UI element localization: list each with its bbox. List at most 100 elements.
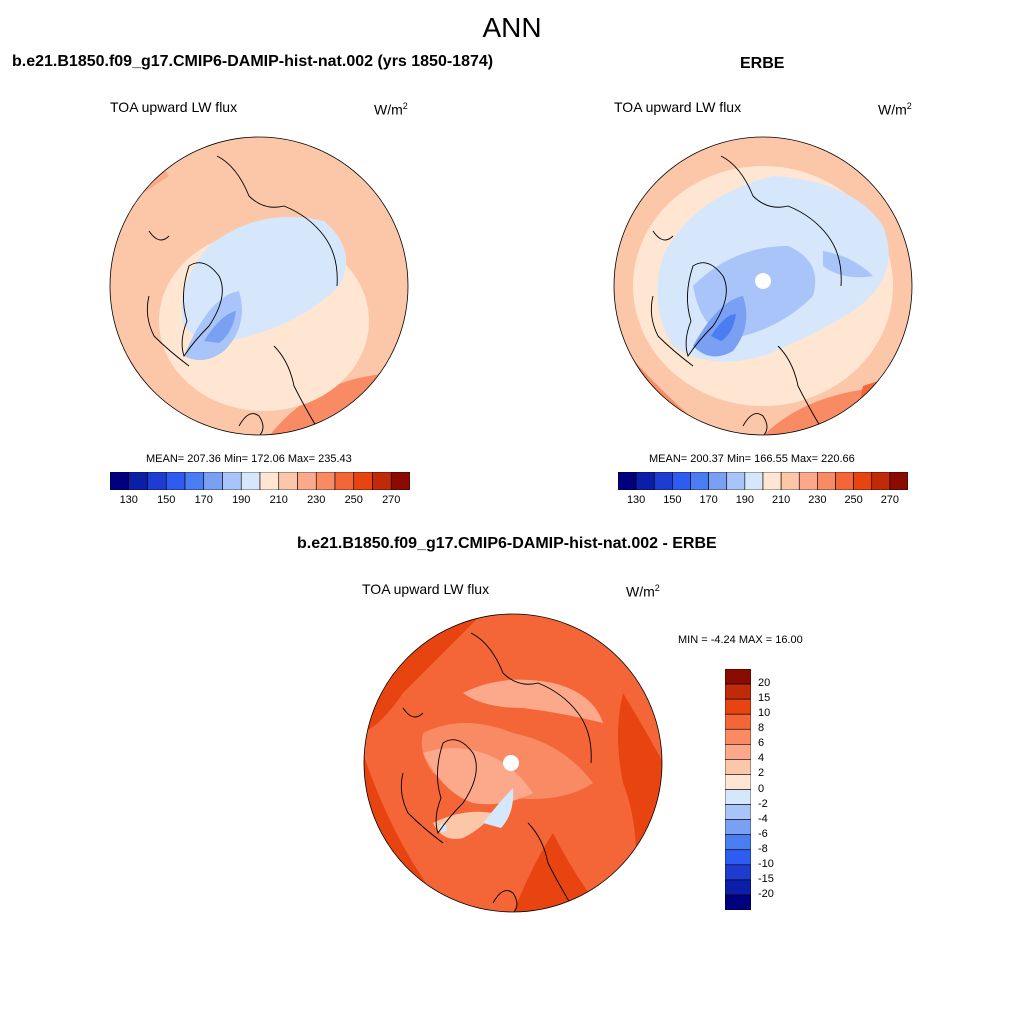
diff-colorbar-swatch [725, 744, 751, 760]
model-colorbar [110, 472, 410, 490]
obs-units: W/m2 [878, 101, 912, 118]
diff-colorbar-swatch [725, 683, 751, 700]
obs-colorbar-swatch [889, 472, 908, 490]
model-colorbar-swatch [203, 472, 223, 490]
diff-colorbar-swatch [725, 669, 751, 685]
diff-colorbar-swatch [725, 759, 751, 775]
diff-colorbar-tick-label: 8 [758, 722, 765, 735]
obs-colorbar-swatch [817, 472, 836, 490]
obs-colorbar-swatch [635, 472, 655, 490]
model-field-label: TOA upward LW flux [110, 99, 238, 115]
model-colorbar-swatch [315, 472, 336, 490]
obs-colorbar-swatch [853, 472, 873, 490]
obs-pole-hole [755, 273, 771, 289]
obs-colorbar-tick-label: 230 [808, 494, 827, 506]
obs-colorbar-swatch [672, 472, 691, 490]
obs-colorbar-swatch [618, 472, 637, 490]
diff-colorbar-swatch [725, 713, 751, 730]
diff-field-label: TOA upward LW flux [362, 581, 490, 597]
diff-colorbar-tick-label: 4 [758, 752, 765, 765]
model-colorbar-swatch [240, 472, 261, 490]
model-colorbar-swatch [334, 472, 355, 490]
obs-colorbar-swatch [762, 472, 782, 490]
obs-colorbar-swatch [744, 472, 764, 490]
model-colorbar-swatch [372, 472, 392, 490]
diff-colorbar-swatch [725, 774, 751, 790]
obs-colorbar-tick-label: 130 [626, 494, 646, 506]
obs-colorbar-tick-label: 150 [663, 494, 682, 506]
model-colorbar-swatch [128, 472, 148, 490]
diff-colorbar-tick-label: -10 [758, 857, 774, 870]
model-colorbar-tick-label: 210 [269, 494, 288, 506]
obs-colorbar-swatch [690, 472, 709, 490]
diff-colorbar-swatch [725, 804, 751, 820]
obs-stats: MEAN= 200.37 Min= 166.55 Max= 220.66 [649, 453, 855, 465]
diff-colorbar-tick-label: -4 [758, 812, 768, 825]
diff-colorbar-tick-label: 0 [758, 782, 765, 795]
diff-colorbar-tick-label: 6 [758, 737, 765, 750]
diff-colorbar-swatch [725, 728, 751, 745]
diff-colorbar-tick-label: 15 [758, 692, 771, 705]
model-colorbar-tick-label: 270 [382, 494, 401, 506]
obs-field-label: TOA upward LW flux [614, 99, 742, 115]
diff-colorbar-tick-label: 2 [758, 767, 765, 780]
model-colorbar-swatch [165, 472, 186, 490]
obs-colorbar-tick-label: 250 [844, 494, 863, 506]
diff-colorbar-swatch [725, 819, 751, 835]
diff-colorbar-swatch [725, 849, 751, 866]
diff-colorbar-tick-label: -6 [758, 827, 768, 840]
model-colorbar-ticks: 130 150 170 190 210 230 250 270 [110, 494, 410, 508]
model-colorbar-swatch [147, 472, 167, 490]
model-colorbar-tick-label: 150 [157, 494, 176, 506]
model-colorbar-swatch [184, 472, 205, 490]
model-colorbar-swatch [222, 472, 242, 490]
model-colorbar-swatch [390, 472, 410, 490]
obs-colorbar-tick-label: 190 [735, 494, 755, 506]
model-stats: MEAN= 207.36 Min= 172.06 Max= 235.43 [146, 453, 352, 465]
model-colorbar-swatch [353, 472, 373, 490]
diff-colorbar-tick-label: -20 [758, 887, 774, 900]
diff-polar-map [363, 613, 663, 913]
obs-colorbar-swatch [726, 472, 746, 490]
obs-colorbar-swatch [835, 472, 854, 490]
diff-colorbar-swatch [725, 789, 751, 805]
obs-colorbar-tick-label: 210 [771, 494, 791, 506]
model-colorbar-tick-label: 170 [194, 494, 213, 506]
diff-colorbar-tick-label: -8 [758, 842, 768, 855]
diff-panel-title: b.e21.B1850.f09_g17.CMIP6-DAMIP-hist-nat… [297, 535, 717, 552]
model-polar-map [109, 136, 409, 436]
diff-stats: MIN = -4.24 MAX = 16.00 [678, 634, 803, 646]
diff-colorbar-swatch [725, 894, 751, 910]
diff-colorbar [725, 669, 751, 910]
obs-colorbar-swatch [653, 472, 673, 490]
model-colorbar-swatch [297, 472, 317, 490]
obs-colorbar-swatch [871, 472, 891, 490]
diff-colorbar-tick-label: -2 [758, 797, 768, 810]
obs-colorbar-ticks: 130 150 170 190 210 230 250 270 [618, 494, 908, 508]
model-panel-title: b.e21.B1850.f09_g17.CMIP6-DAMIP-hist-nat… [12, 53, 494, 70]
model-units: W/m2 [374, 101, 408, 118]
obs-colorbar-swatch [798, 472, 818, 490]
model-colorbar-swatch [278, 472, 298, 490]
model-colorbar-swatch [259, 472, 280, 490]
model-colorbar-tick-label: 130 [119, 494, 138, 506]
diff-units: W/m2 [626, 583, 660, 600]
diff-colorbar-tick-label: -15 [758, 872, 774, 885]
model-colorbar-swatch [110, 472, 130, 490]
obs-panel-title: ERBE [740, 55, 785, 72]
obs-colorbar-tick-label: 170 [699, 494, 718, 506]
model-colorbar-tick-label: 190 [232, 494, 251, 506]
obs-colorbar-swatch [708, 472, 728, 490]
obs-colorbar-swatch [780, 472, 800, 490]
diff-colorbar-swatch [725, 698, 751, 715]
diff-colorbar-ticks: 20 15 10 8 6 4 2 0 -2 -4 -6 -8 -10 -15 -20 [758, 669, 798, 910]
obs-polar-map [613, 136, 913, 436]
obs-colorbar-tick-label: 270 [880, 494, 900, 506]
diff-pole-hole [503, 755, 519, 771]
diff-colorbar-swatch [725, 879, 751, 896]
obs-colorbar [618, 472, 908, 490]
figure-title: ANN [482, 12, 542, 43]
model-colorbar-tick-label: 250 [344, 494, 363, 506]
diff-colorbar-tick-label: 20 [758, 677, 771, 690]
diff-colorbar-swatch [725, 834, 751, 851]
